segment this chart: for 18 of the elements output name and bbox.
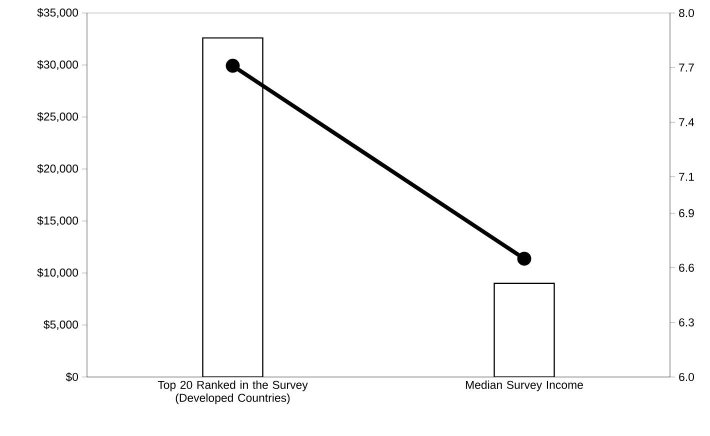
y-tick-label: $10,000 (37, 268, 78, 278)
y2-tick-label: 6.6 (679, 264, 694, 272)
y2-tick-label: 6.3 (679, 318, 694, 326)
y-tick-label: $5,000 (44, 320, 78, 330)
y2-tick-label: 6.9 (679, 209, 694, 218)
x-tick-label: Top 20 Ranked in the Survey (Developed Countries) (158, 380, 308, 404)
y2-tick-label: 8.0 (679, 8, 694, 18)
y2-tick-label: 7.7 (679, 64, 694, 72)
y2-tick-label: 7.4 (679, 118, 694, 126)
y-tick-label: $30,000 (37, 60, 78, 70)
y-tick-label: $0 (66, 372, 78, 382)
x-tick-label: Median Survey Income (466, 380, 583, 392)
y-tick-label: $20,000 (37, 164, 78, 174)
y-tick-label: $35,000 (37, 8, 78, 18)
y2-tick-label: 7.1 (679, 172, 694, 181)
y2-tick-label: 6.0 (679, 372, 694, 382)
y-tick-label: $15,000 (37, 216, 78, 226)
y-tick-label: $25,000 (37, 112, 78, 122)
